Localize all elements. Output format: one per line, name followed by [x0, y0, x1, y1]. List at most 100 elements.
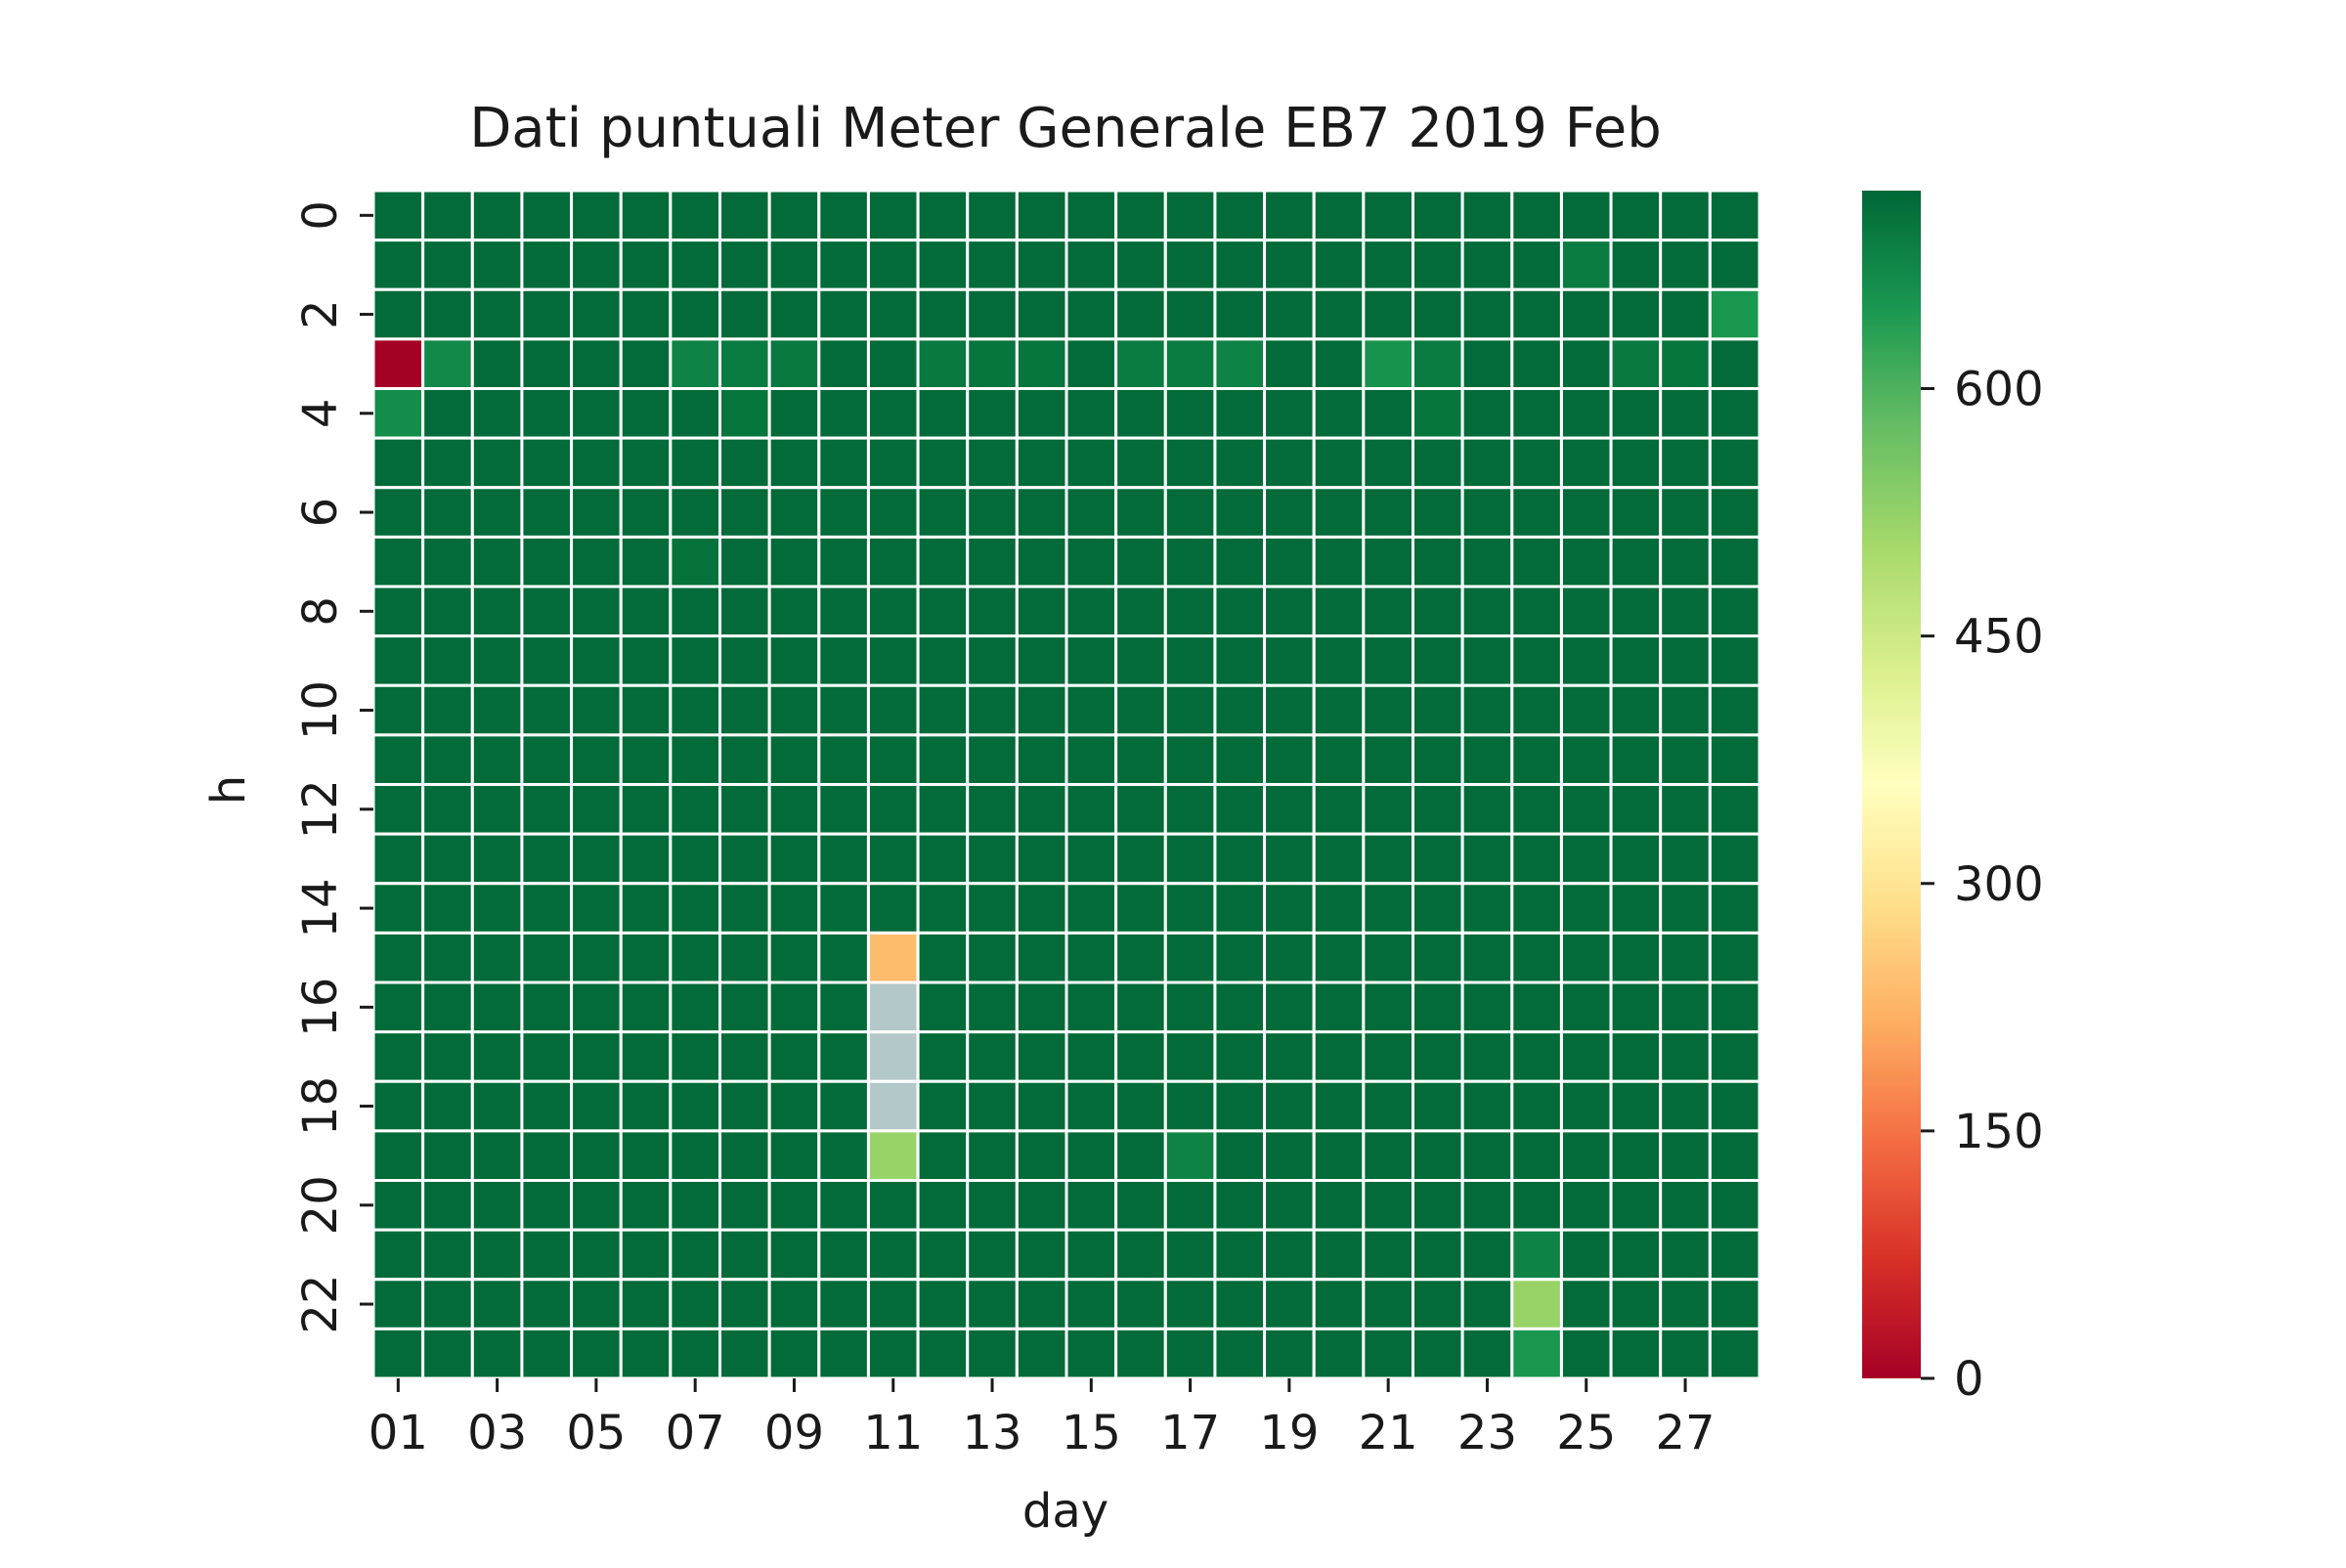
heatmap-cell	[371, 1179, 425, 1232]
heatmap-cell	[520, 189, 574, 242]
heatmap-cell	[1510, 189, 1563, 242]
heatmap-cell	[1114, 1129, 1167, 1183]
heatmap-cell	[767, 1278, 821, 1330]
heatmap-cell	[966, 733, 1019, 787]
heatmap-cell	[1064, 239, 1118, 291]
y-tick-label: 12	[293, 779, 348, 839]
heatmap-cell	[817, 239, 870, 291]
x-tick-label: 07	[666, 1406, 725, 1460]
heatmap-cell	[371, 882, 425, 935]
heatmap-cell	[966, 783, 1019, 836]
heatmap-cell	[1659, 733, 1712, 787]
heatmap-cell	[966, 1228, 1019, 1282]
heatmap-cell	[1213, 1228, 1267, 1282]
heatmap-cell	[1163, 733, 1217, 787]
heatmap-cell	[1609, 535, 1663, 588]
heatmap-cell	[371, 634, 425, 687]
heatmap-cell	[1559, 387, 1613, 440]
heatmap-cell	[866, 832, 920, 886]
heatmap-cell	[470, 239, 524, 291]
heatmap-cell	[1510, 1030, 1563, 1083]
heatmap-cell	[669, 486, 721, 539]
heatmap-cell	[1412, 1079, 1464, 1133]
heatmap-cell	[1412, 931, 1464, 984]
heatmap-cell	[371, 733, 425, 787]
heatmap-cell	[1263, 436, 1316, 490]
heatmap-cell	[1362, 882, 1414, 935]
heatmap-cell	[470, 189, 524, 242]
y-axis-label: h	[201, 775, 256, 805]
heatmap-cell	[1114, 486, 1167, 539]
heatmap-cell	[570, 1327, 623, 1380]
heatmap-cell	[718, 1179, 771, 1232]
heatmap-cell	[570, 1129, 623, 1183]
heatmap-cell	[1312, 1030, 1366, 1083]
heatmap-cell	[966, 436, 1019, 490]
heatmap-cell	[1263, 683, 1316, 737]
heatmap-cell	[371, 980, 425, 1034]
heatmap-cell	[1609, 683, 1663, 737]
heatmap-cell	[1362, 1228, 1414, 1282]
heatmap-cell	[1114, 733, 1167, 787]
heatmap-cell	[421, 387, 474, 440]
heatmap-cell	[421, 1278, 474, 1330]
heatmap-cell	[866, 486, 920, 539]
heatmap-cell	[916, 683, 970, 737]
heatmap-cell	[1510, 1228, 1563, 1282]
heatmap-cell	[570, 980, 623, 1034]
heatmap-cell	[619, 1030, 673, 1083]
heatmap-cell	[1015, 287, 1068, 341]
heatmap-cell	[1163, 436, 1217, 490]
heatmap-cell	[1559, 337, 1613, 391]
heatmap-cell	[718, 287, 771, 341]
heatmap-cell	[1609, 1030, 1663, 1083]
heatmap-cell	[966, 882, 1019, 935]
heatmap-cell	[1163, 634, 1217, 687]
heatmap-cell	[1460, 1030, 1514, 1083]
heatmap-cell	[570, 585, 623, 638]
heatmap-cell	[817, 832, 870, 886]
heatmap-cell	[1064, 1327, 1118, 1380]
heatmap-cell	[520, 436, 574, 490]
heatmap-cell	[1460, 387, 1514, 440]
heatmap-cell	[1114, 1228, 1167, 1282]
heatmap-cell	[767, 287, 821, 341]
heatmap-cell	[916, 287, 970, 341]
heatmap-cell	[1460, 733, 1514, 787]
heatmap-cell	[1460, 535, 1514, 588]
heatmap-cell	[1412, 634, 1464, 687]
heatmap-cell	[570, 634, 623, 687]
heatmap-cell	[1213, 535, 1267, 588]
heatmap-cell	[421, 189, 474, 242]
heatmap-cell	[619, 585, 673, 638]
heatmap-cell	[1015, 931, 1068, 984]
heatmap-cell	[1559, 1129, 1613, 1183]
heatmap-cell	[718, 1129, 771, 1183]
heatmap-cell	[718, 882, 771, 935]
heatmap-cell	[1312, 287, 1366, 341]
heatmap-cell	[767, 1129, 821, 1183]
heatmap-cell	[1559, 980, 1613, 1034]
heatmap-cell	[1609, 1327, 1663, 1380]
heatmap-cell	[1064, 1179, 1118, 1232]
y-tick-label: 10	[293, 680, 348, 740]
heatmap-cell	[520, 931, 574, 984]
heatmap-cell	[1708, 634, 1761, 687]
heatmap-cell	[669, 387, 721, 440]
heatmap-cell	[1659, 882, 1712, 935]
heatmap-cell	[1015, 239, 1068, 291]
heatmap-cell	[1263, 337, 1316, 391]
heatmap-cell	[421, 585, 474, 638]
heatmap-cell	[1114, 387, 1167, 440]
heatmap-cell	[1362, 832, 1414, 886]
heatmap-cell	[1559, 436, 1613, 490]
heatmap-cell	[619, 387, 673, 440]
heatmap-cell	[866, 634, 920, 687]
heatmap-cell	[1708, 733, 1761, 787]
heatmap-cell	[1163, 1327, 1217, 1380]
heatmap-cell	[1609, 486, 1663, 539]
x-tick-label: 17	[1160, 1406, 1220, 1460]
heatmap-cell	[669, 535, 721, 588]
heatmap-cell	[1163, 1129, 1217, 1183]
heatmap-cell	[1163, 1278, 1217, 1330]
